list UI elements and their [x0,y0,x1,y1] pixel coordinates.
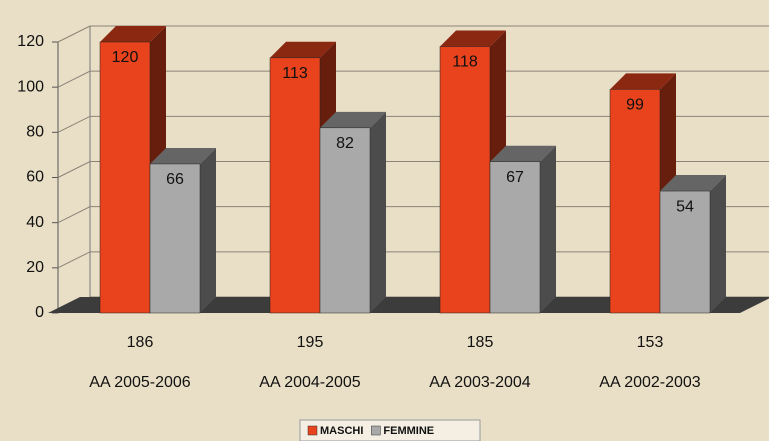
value-label: 118 [452,54,478,71]
bar [149,163,201,314]
bar [659,190,711,314]
bar-top [610,73,676,90]
legend-swatch [307,425,318,436]
y-tick-label: 100 [17,78,44,95]
value-label: 113 [282,65,308,82]
floor [48,297,769,313]
bar-top [100,26,166,42]
value-label: 67 [506,169,524,186]
value-label: 66 [166,171,184,188]
bar [439,46,491,314]
y-tick-label: 0 [35,304,44,321]
y-tick-label: 20 [26,259,44,276]
x-tick-label: AA 2002-2003 [599,374,701,391]
x-tick-label: AA 2004-2005 [259,374,361,391]
x-tick-label: AA 2005-2006 [89,374,191,391]
total-label: 185 [467,334,494,351]
bar [99,41,151,314]
total-label: 195 [297,334,324,351]
grid-line [57,70,769,88]
legend-swatch [371,425,381,436]
value-label: 120 [112,49,139,66]
x-tick-label: AA 2003-2004 [429,374,531,391]
bar-top [270,41,336,58]
bar-side [200,147,216,313]
bar-side [710,175,726,313]
y-tick-label: 80 [26,124,44,141]
y-tick-label: 60 [26,169,44,186]
y-tick-label: 120 [17,33,44,50]
value-label: 82 [336,135,354,152]
y-tick-label: 40 [26,214,44,231]
legend-box [299,419,481,441]
bar [609,89,661,314]
bar-side [540,145,556,313]
total-label: 186 [127,334,154,351]
grid-line [57,115,769,133]
legend-label: MASCHI [320,425,363,437]
legend: MASCHI FEMMINE [299,419,481,441]
total-label: 153 [637,334,664,351]
bar [319,127,371,314]
value-label: 54 [676,198,694,215]
bar-top [440,30,506,47]
bar [269,57,321,314]
plot: 0 20 40 60 80 100 120 120 66 186 AA 2005-2006 113 82… [17,25,769,391]
value-label: 99 [626,97,644,114]
bar-side [370,111,386,313]
grid-line [57,25,769,43]
bar-top [490,145,556,162]
bar-top [660,175,726,192]
legend-label: FEMMINE [383,425,434,437]
bar [489,161,541,314]
bar-top [150,147,216,164]
bar-top [320,111,386,128]
